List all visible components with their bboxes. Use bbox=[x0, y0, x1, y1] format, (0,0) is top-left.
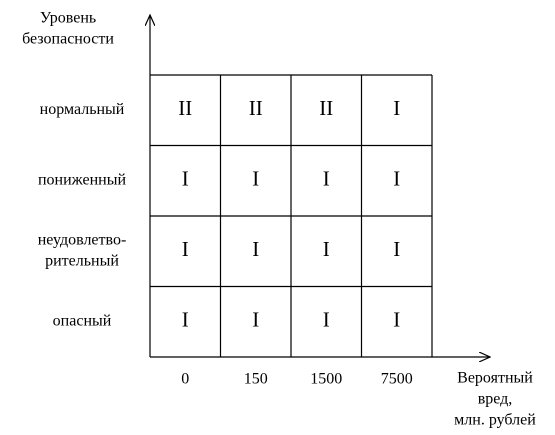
x-label: 150 bbox=[244, 371, 268, 388]
cell: II bbox=[319, 96, 333, 120]
cell: I bbox=[323, 237, 330, 261]
cell: I bbox=[182, 308, 189, 332]
x-label: 0 bbox=[181, 371, 189, 388]
y-axis-label: Уровень bbox=[40, 10, 96, 27]
x-label: 1500 bbox=[310, 371, 342, 388]
x-axis-label: млн. рублей bbox=[454, 412, 536, 429]
cell: I bbox=[393, 237, 400, 261]
cell: II bbox=[178, 96, 192, 120]
cell: I bbox=[182, 237, 189, 261]
cell: I bbox=[393, 96, 400, 120]
cell: I bbox=[393, 308, 400, 332]
cell: I bbox=[393, 167, 400, 191]
cell: I bbox=[182, 167, 189, 191]
row-label: пониженный bbox=[38, 171, 127, 188]
cell: II bbox=[249, 96, 263, 120]
cell: I bbox=[252, 167, 259, 191]
y-axis-label: безопасности bbox=[22, 31, 114, 48]
cell: I bbox=[252, 308, 259, 332]
row-label: неудовлетво- bbox=[38, 231, 127, 248]
x-axis-label: вред, bbox=[478, 391, 513, 408]
x-label: 7500 bbox=[381, 371, 413, 388]
row-label: опасный bbox=[53, 312, 112, 329]
row-label: нормальный bbox=[40, 101, 125, 118]
cell: I bbox=[323, 308, 330, 332]
x-axis-label: Вероятный bbox=[457, 370, 533, 387]
row-label: рительный bbox=[45, 252, 119, 269]
cell: I bbox=[252, 237, 259, 261]
cell: I bbox=[323, 167, 330, 191]
